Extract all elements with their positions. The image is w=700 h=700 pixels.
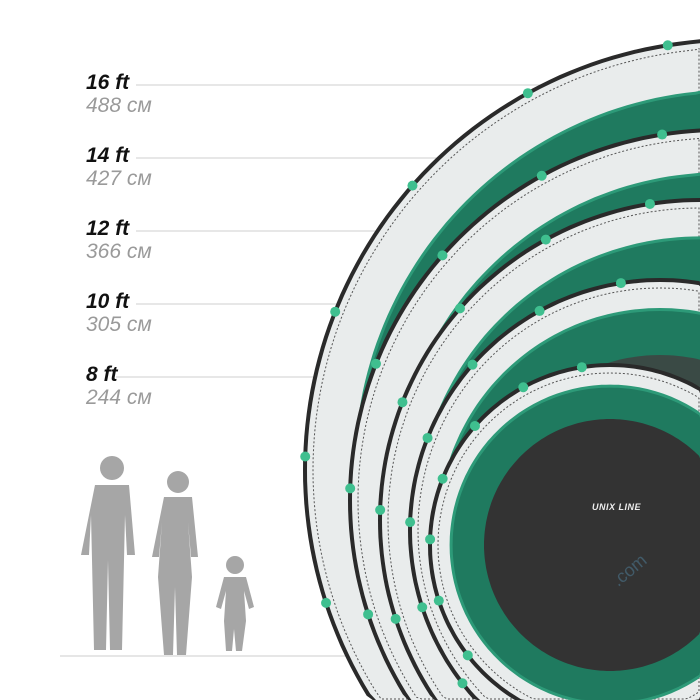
net-pole-cap [536, 170, 547, 181]
net-pole-cap [375, 504, 386, 515]
size-feet: 10 ft [86, 290, 130, 313]
size-cm: 244 см [86, 386, 152, 409]
size-feet: 12 ft [86, 217, 130, 240]
net-pole-cap [370, 358, 381, 369]
net-pole-cap [405, 517, 416, 528]
size-cm: 305 см [86, 313, 152, 336]
woman-silhouette [152, 471, 198, 655]
size-cm: 427 см [86, 167, 152, 190]
people-silhouettes [81, 456, 254, 655]
net-pole-cap [467, 359, 478, 370]
net-pole-cap [657, 129, 668, 140]
net-pole-cap [457, 678, 468, 689]
net-pole-cap [417, 602, 428, 613]
net-pole-cap [518, 382, 529, 393]
net-pole-cap [422, 432, 433, 443]
size-label-12ft: 12 ft 366 см [86, 218, 152, 262]
net-pole-cap [433, 595, 444, 606]
size-feet: 8 ft [86, 363, 118, 386]
net-pole-cap [425, 534, 436, 545]
net-pole-cap [437, 250, 448, 261]
net-pole-cap [437, 473, 448, 484]
net-pole-cap [300, 451, 311, 462]
net-pole-cap [454, 303, 465, 314]
trampoline-8ft [425, 362, 700, 700]
size-label-10ft: 10 ft 305 см [86, 291, 152, 335]
size-cm: 366 см [86, 240, 152, 263]
size-feet: 14 ft [86, 144, 130, 167]
size-label-14ft: 14 ft 427 см [86, 145, 152, 189]
net-pole-cap [397, 397, 408, 408]
size-label-8ft: 8 ft 244 см [86, 364, 152, 408]
net-pole-cap [662, 40, 673, 51]
net-mesh [437, 372, 700, 700]
net-pole-cap [321, 597, 332, 608]
net-pole-cap [330, 306, 341, 317]
net-pole-cap [469, 420, 480, 431]
child-silhouette [216, 556, 254, 651]
net-pole-cap [615, 278, 626, 289]
net-pole-cap [363, 609, 374, 620]
size-feet: 16 ft [86, 71, 130, 94]
net-pole-cap [644, 198, 655, 209]
brand-logo: UNIX LINE [592, 502, 642, 512]
jumping-mat [484, 419, 700, 671]
size-label-16ft: 16 ft 488 см [86, 72, 152, 116]
net-pole-cap [540, 234, 551, 245]
net-pole-cap [462, 650, 473, 661]
net-pole-cap [407, 180, 418, 191]
net-pole-cap [345, 483, 356, 494]
net-pole-cap [522, 88, 533, 99]
net-pole-cap [576, 362, 587, 373]
net-pole-cap [390, 613, 401, 624]
net-pole-cap [534, 305, 545, 316]
man-silhouette [81, 456, 135, 650]
size-cm: 488 см [86, 94, 152, 117]
